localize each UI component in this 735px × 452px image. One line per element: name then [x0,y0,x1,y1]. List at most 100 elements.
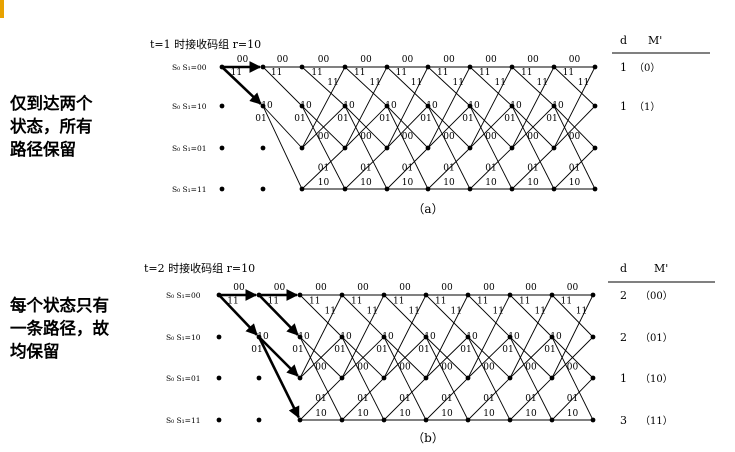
trellis-branch [425,294,469,379]
branch-label: 00 [402,132,414,142]
branch-label: 00 [277,55,289,65]
trellis-node [507,375,513,381]
branch-label: 10 [318,178,330,188]
state-label: S₀ S₁=11 [166,416,201,425]
table-cell-m: （1） [634,101,660,113]
trellis-node [297,334,303,340]
branch-label: 10 [343,101,355,111]
trellis-node [219,64,225,70]
branch-label: 00 [485,55,497,65]
trellis-branch [386,66,429,107]
branch-label: 10 [340,332,352,342]
trellis-branch [467,336,511,421]
trellis-node [297,292,303,298]
trellis-node [592,103,598,109]
trellis-branch [341,294,385,338]
branch-label: 11 [535,306,546,316]
trellis-node [342,64,348,70]
table-cell-m: （0） [634,62,660,74]
branch-label: 10 [300,101,312,111]
survivor-path-branch [258,336,299,377]
branch-label: 00 [443,55,455,65]
trellis-node [299,64,305,70]
state-label: S₀ S₁=10 [166,333,201,342]
branch-label: 11 [411,78,422,88]
trellis-node [465,417,471,423]
branch-label: 00 [527,55,539,65]
branch-label: 10 [426,101,438,111]
trellis-node [219,186,225,192]
state-label: S₀ S₁=00 [172,63,207,72]
survivor-path-branch [257,336,300,419]
trellis-branch [509,294,553,379]
branch-label: 00 [360,132,372,142]
table-cell-m: （00） [640,290,673,302]
branch-label: 10 [508,332,520,342]
trellis-node [467,64,473,70]
trellis-node [425,103,431,109]
branch-label: 10 [424,332,436,342]
trellis-branch [467,377,511,421]
panel-title: t=1 时接收码组 r=10 [150,37,261,51]
trellis-branch [467,336,511,379]
branch-label: 00 [318,55,330,65]
trellis-branch [551,294,594,338]
trellis-branch [511,105,555,190]
branch-label: 01 [420,114,431,124]
branch-label: 00 [485,132,497,142]
trellis-node [592,64,598,70]
branch-label: 00 [399,283,411,293]
trellis-node [509,145,515,151]
table-cell-d: 1 [620,61,627,74]
trellis-node [260,64,266,70]
trellis-branch [344,105,388,190]
trellis-node [423,417,429,423]
trellis-branch [299,294,343,379]
panel-title: t=2 时接收码组 r=10 [144,261,255,275]
table-cell-m: （10） [640,373,673,385]
trellis-node [509,186,515,192]
state-label: S₀ S₁=01 [166,374,201,383]
trellis-node [339,292,345,298]
trellis-node [216,292,222,298]
table-cell-d: 1 [620,100,627,113]
trellis-node [260,103,266,109]
trellis-branch [301,147,346,190]
trellis-branch [299,336,343,421]
branch-label: 10 [483,409,495,419]
branch-label: 00 [315,363,327,373]
branch-label: 00 [483,363,495,373]
table-header-d: d [620,262,627,275]
branch-label: 00 [318,132,330,142]
trellis-node [507,292,513,298]
trellis-node [467,103,473,109]
trellis-node [590,292,596,298]
trellis-node [339,334,345,340]
branch-label: 10 [485,178,497,188]
trellis-branch [425,336,469,421]
trellis-branch [553,66,596,149]
branch-label: 11 [409,306,420,316]
branch-label: 11 [354,68,365,78]
branch-label: 11 [537,78,548,88]
trellis-branch [427,105,471,149]
state-label: S₀ S₁=10 [172,102,207,111]
branch-label: 00 [527,132,539,142]
trellis-node [467,145,473,151]
trellis-branch [551,336,594,379]
state-label: S₀ S₁=01 [172,144,207,153]
branch-label: 11 [227,296,238,306]
trellis-node [256,334,262,340]
panel-caption: （b） [412,431,444,445]
trellis-branch [386,66,429,149]
trellis-node [425,64,431,70]
trellis-node [299,103,305,109]
trellis-branch [509,294,553,338]
trellis-node [381,292,387,298]
branch-label: 00 [567,283,579,293]
trellis-branch [427,66,471,149]
branch-label: 01 [441,394,452,404]
table-header-m: M' [654,262,668,275]
trellis-branch [511,147,555,190]
trellis-node [256,292,262,298]
